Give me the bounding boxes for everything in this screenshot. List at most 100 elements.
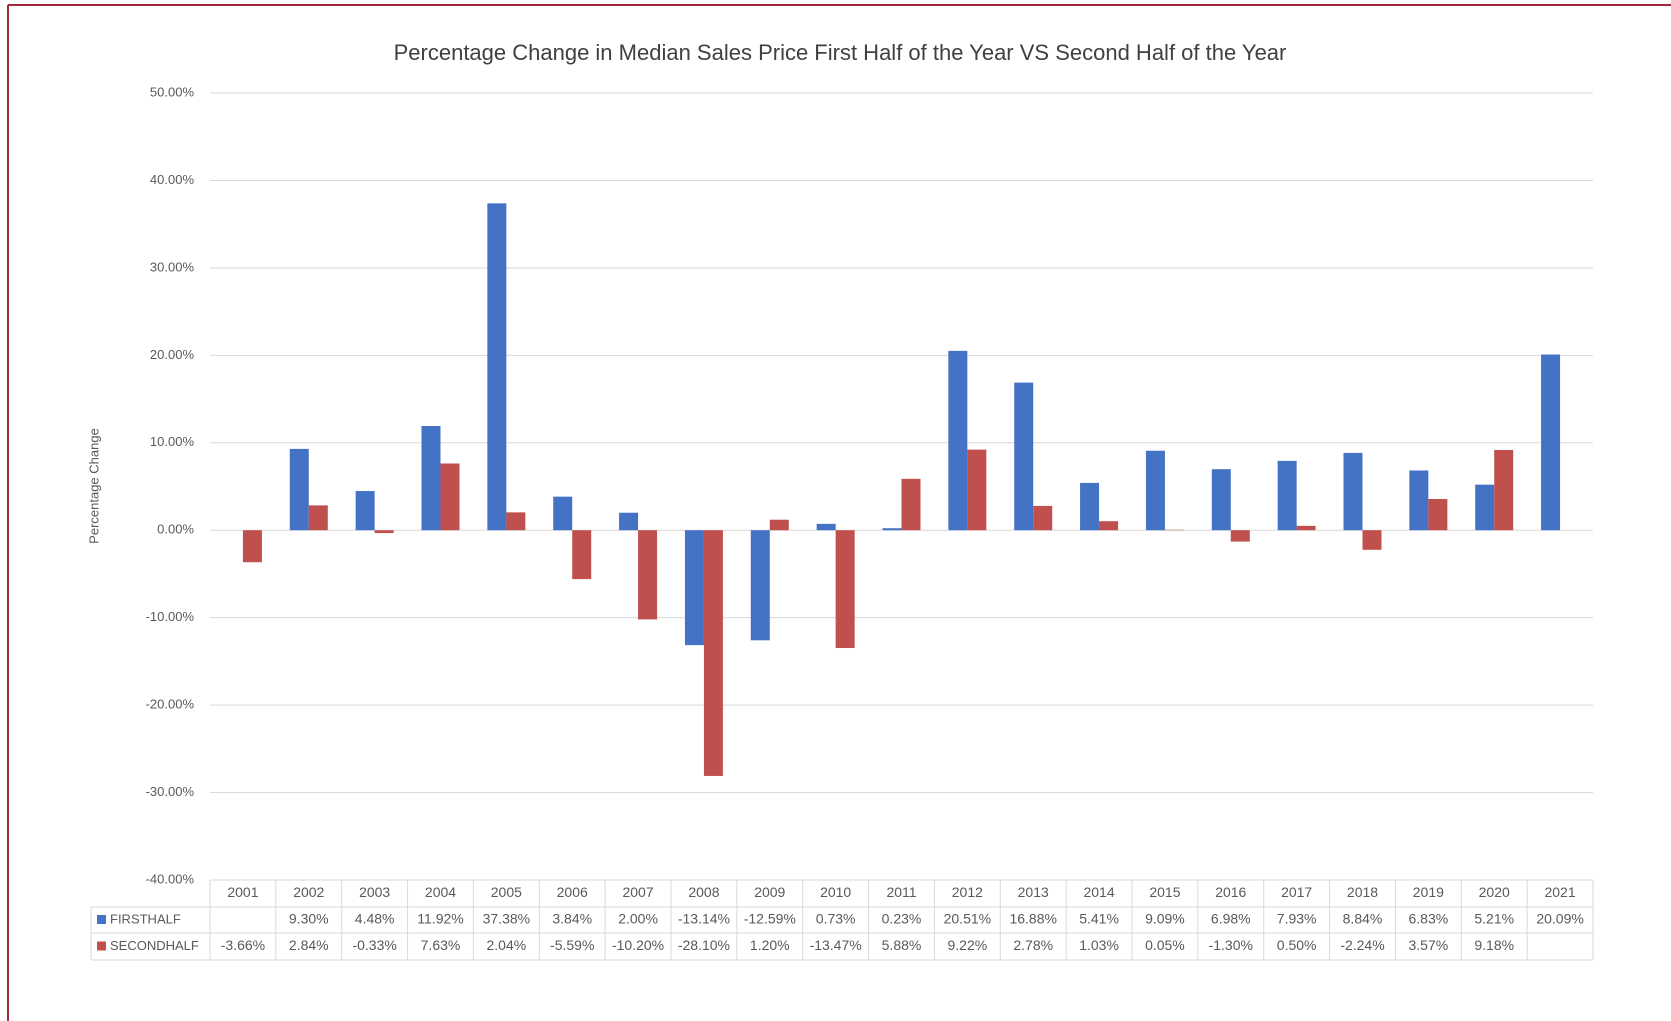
bar bbox=[901, 478, 921, 531]
x-tick-label: 2006 bbox=[557, 884, 588, 900]
x-tick-label: 2011 bbox=[886, 884, 916, 900]
x-tick-label: 2009 bbox=[754, 884, 785, 900]
bar bbox=[948, 350, 968, 531]
data-table-value: 3.84% bbox=[552, 911, 592, 927]
data-table-value: 9.18% bbox=[1474, 937, 1514, 953]
bar bbox=[835, 530, 855, 649]
x-tick-label: 2001 bbox=[227, 884, 258, 900]
bar bbox=[1033, 505, 1053, 531]
bar bbox=[1211, 469, 1231, 531]
x-tick-label: 2015 bbox=[1149, 884, 1180, 900]
x-tick-label: 2018 bbox=[1347, 884, 1378, 900]
x-tick-label: 2016 bbox=[1215, 884, 1246, 900]
bar bbox=[1475, 484, 1495, 531]
y-tick-label: -20.00% bbox=[146, 697, 195, 712]
bar bbox=[1230, 530, 1250, 542]
x-tick-label: 2002 bbox=[293, 884, 324, 900]
x-tick-label: 2003 bbox=[359, 884, 390, 900]
data-table-value: 11.92% bbox=[417, 911, 463, 927]
data-table-value: -1.30% bbox=[1209, 937, 1253, 953]
x-tick-label: 2008 bbox=[688, 884, 719, 900]
bar bbox=[816, 523, 836, 531]
y-tick-label: 10.00% bbox=[150, 434, 195, 449]
data-table-value: 20.51% bbox=[944, 911, 991, 927]
data-table-value: 20.09% bbox=[1536, 911, 1583, 927]
data-table-value: 9.22% bbox=[948, 937, 988, 953]
data-table-value: 0.73% bbox=[816, 911, 856, 927]
bar bbox=[506, 512, 526, 531]
data-table-value: -5.59% bbox=[550, 937, 594, 953]
data-table-value: 2.84% bbox=[289, 937, 329, 953]
data-table-value: 1.03% bbox=[1079, 937, 1119, 953]
chart-title: Percentage Change in Median Sales Price … bbox=[394, 40, 1287, 65]
data-table-value: 9.09% bbox=[1145, 911, 1185, 927]
bar bbox=[882, 528, 902, 531]
data-table-value: -13.47% bbox=[810, 937, 862, 953]
x-tick-label: 2017 bbox=[1281, 884, 1312, 900]
data-table-value: 0.23% bbox=[882, 911, 922, 927]
data-table-value: 5.21% bbox=[1474, 911, 1514, 927]
bar bbox=[1541, 354, 1561, 531]
legend-swatch bbox=[97, 941, 106, 951]
x-tick-label: 2013 bbox=[1018, 884, 1049, 900]
bar bbox=[1099, 521, 1119, 531]
data-table-value: 4.48% bbox=[355, 911, 395, 927]
bar bbox=[1343, 452, 1363, 531]
bar bbox=[355, 491, 375, 531]
data-table-value: 2.78% bbox=[1013, 937, 1053, 953]
y-tick-label: -30.00% bbox=[146, 784, 195, 799]
data-table-value: -12.59% bbox=[744, 911, 796, 927]
bar bbox=[242, 530, 262, 563]
bar bbox=[289, 448, 309, 531]
x-tick-label: 2020 bbox=[1479, 884, 1510, 900]
x-tick-label: 2005 bbox=[491, 884, 522, 900]
data-table-value: 2.04% bbox=[487, 937, 527, 953]
data-table-value: 8.84% bbox=[1343, 911, 1383, 927]
bar bbox=[1409, 470, 1429, 531]
data-table-value: 16.88% bbox=[1009, 911, 1056, 927]
bar bbox=[572, 530, 592, 580]
data-table-value: 0.50% bbox=[1277, 937, 1317, 953]
data-table-value: 3.57% bbox=[1409, 937, 1449, 953]
data-table-value: -0.33% bbox=[352, 937, 396, 953]
bar bbox=[1296, 525, 1316, 531]
y-tick-label: -10.00% bbox=[146, 609, 195, 624]
bar bbox=[421, 425, 441, 531]
data-table-value: 0.05% bbox=[1145, 937, 1185, 953]
data-table-value: -13.14% bbox=[678, 911, 730, 927]
legend-swatch bbox=[97, 915, 106, 924]
bar bbox=[1494, 449, 1514, 531]
bar bbox=[750, 530, 770, 641]
data-table-value: 6.83% bbox=[1409, 911, 1449, 927]
x-tick-label: 2019 bbox=[1413, 884, 1444, 900]
y-tick-label: -40.00% bbox=[146, 871, 195, 886]
data-table-value: 7.93% bbox=[1277, 911, 1317, 927]
x-tick-label: 2004 bbox=[425, 884, 456, 900]
y-tick-label: 40.00% bbox=[150, 172, 195, 187]
y-axis-label: Percentage Change bbox=[86, 428, 101, 544]
x-tick-label: 2021 bbox=[1544, 884, 1575, 900]
bar bbox=[684, 530, 704, 646]
bar bbox=[440, 463, 460, 531]
x-tick-label: 2007 bbox=[622, 884, 653, 900]
bar bbox=[1428, 499, 1448, 531]
data-table-value: 7.63% bbox=[421, 937, 461, 953]
bar bbox=[1277, 460, 1297, 531]
x-tick-label: 2010 bbox=[820, 884, 851, 900]
data-table-value: 1.20% bbox=[750, 937, 790, 953]
data-table-value: 5.88% bbox=[882, 937, 922, 953]
data-table-value: 9.30% bbox=[289, 911, 329, 927]
data-table-value: -10.20% bbox=[612, 937, 664, 953]
bar bbox=[769, 519, 789, 531]
data-table-value: -28.10% bbox=[678, 937, 730, 953]
data-table-value: 5.41% bbox=[1079, 911, 1119, 927]
bar bbox=[967, 449, 987, 531]
data-table-value: 6.98% bbox=[1211, 911, 1251, 927]
y-tick-label: 30.00% bbox=[150, 259, 195, 274]
bar bbox=[487, 203, 507, 531]
bar bbox=[308, 505, 328, 531]
legend-label: SECONDHALF bbox=[110, 938, 199, 953]
data-table-value: -2.24% bbox=[1340, 937, 1384, 953]
y-tick-label: 20.00% bbox=[150, 347, 195, 362]
